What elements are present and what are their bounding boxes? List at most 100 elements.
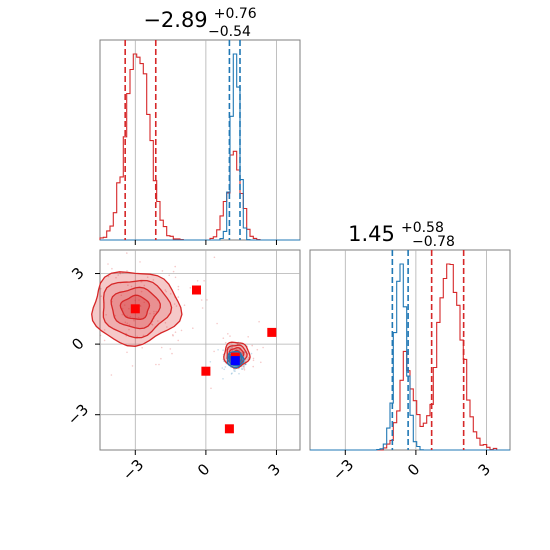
sample-point [128,307,130,310]
sample-point [244,363,247,365]
sample-point [126,270,128,272]
sample-point [192,327,194,330]
sample-point [160,346,163,349]
sample-point [143,284,146,287]
sample-point [173,303,176,305]
sample-point [245,359,247,361]
x-tick-label: −3 [119,456,147,484]
sample-point [139,261,141,263]
marginal-param1-panel: −2.89 +0.76 −0.54 [99,6,301,245]
sample-point [151,323,153,326]
sample-point [140,290,143,293]
sample-point [171,352,173,355]
marginal-param2-panel: −3 0 3 1.45 +0.58 −0.78 [309,220,511,484]
sample-point [123,304,126,306]
sample-point [231,346,233,349]
sample-point [217,349,219,351]
sample-point [241,368,244,370]
sample-point [243,366,245,368]
sample-point [196,280,199,282]
x-tick-label: 0 [194,460,213,479]
sample-point [119,272,122,275]
sample-point [158,363,160,366]
sample-point [103,329,106,331]
sample-point [168,274,170,277]
marker-3 [267,327,277,337]
sample-point [174,265,176,268]
sample-point [130,285,133,288]
sample-point [126,322,129,325]
marker-2 [201,366,211,376]
sample-point [247,358,249,361]
sample-point [174,276,177,279]
sample-point [134,299,136,302]
sample-point [126,351,128,354]
param2-title-lower: −0.78 [412,234,455,250]
sample-point [244,363,246,366]
sample-point [228,348,230,351]
sample-point [240,368,243,370]
sample-point [153,312,155,315]
param1-title-lower: −0.54 [208,24,251,40]
sample-point [258,320,260,323]
sample-point [164,322,167,324]
sample-point [169,293,172,295]
sample-point [244,351,246,353]
sample-point [143,301,145,304]
sample-point [175,305,178,307]
histogram-series-1 [100,53,300,241]
marker-1 [192,285,201,295]
sample-point [230,373,233,375]
sample-point [174,331,177,334]
sample-point [155,310,158,313]
sample-point [213,350,215,353]
sample-point [210,387,212,390]
sample-point [243,365,245,368]
sample-point [153,310,155,313]
sample-point [99,334,102,337]
sample-point [262,346,264,349]
sample-point [139,305,142,307]
sample-point [117,274,119,276]
x-tick-label: 0 [404,460,423,479]
sample-point [252,357,255,360]
sample-point [172,334,174,337]
sample-point [107,275,110,278]
sample-point [177,285,180,288]
sample-point [155,363,157,366]
sample-point [164,289,167,291]
sample-point [111,267,113,270]
sample-point [110,374,113,376]
sample-point [142,334,145,337]
sample-point [146,276,149,279]
sample-point [222,349,224,352]
sample-point [151,324,154,326]
y-tick-label: 3 [68,264,87,283]
sample-point [103,339,106,342]
sample-point [138,299,140,301]
sample-point [126,252,128,254]
y-tick-label: −3 [64,401,92,429]
sample-point [216,322,218,325]
sample-point [229,347,231,349]
sample-point [136,335,138,338]
sample-point [131,365,134,367]
sample-point [180,329,183,332]
sample-point [200,299,203,301]
marginal-param2-frame [309,249,511,451]
sample-point [157,320,159,322]
y-tick-label: 0 [68,334,87,353]
sample-point [128,328,130,331]
sample-point [201,307,204,309]
sample-point [133,319,135,322]
sample-point [107,263,109,265]
sample-point [161,270,164,272]
param1-title: −2.89 +0.76 [143,6,256,32]
sample-point [260,361,262,364]
sample-point [243,367,245,369]
sample-point [222,378,224,380]
sample-point [160,357,162,360]
sample-point [141,347,143,349]
sample-point [189,287,192,289]
